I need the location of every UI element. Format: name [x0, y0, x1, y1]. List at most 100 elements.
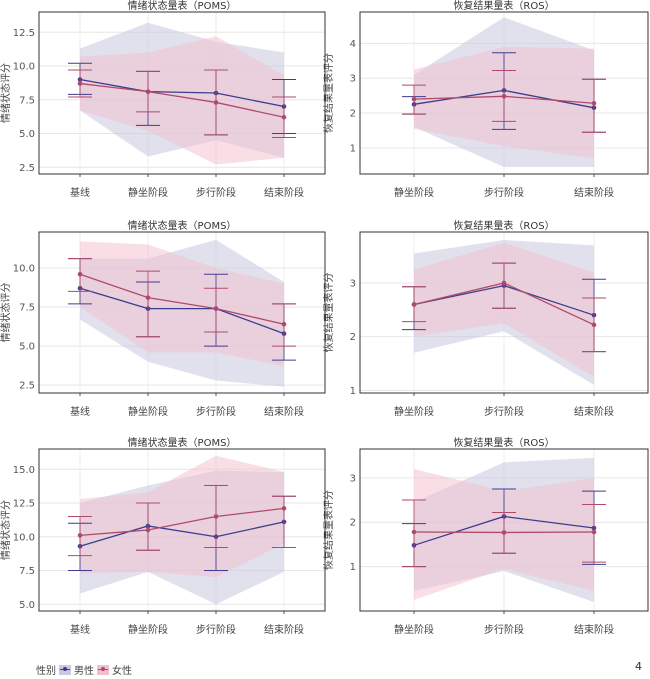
- point-female: [281, 506, 287, 511]
- y-tick-label: 2.5: [19, 381, 35, 392]
- y-tick-label: 15.0: [13, 465, 35, 476]
- series-line-male: [79, 287, 285, 335]
- legend-label-female: 女性: [112, 666, 132, 677]
- plot-area: [402, 240, 606, 385]
- x-tick-label: 步行阶段: [196, 623, 236, 636]
- point-female: [213, 100, 219, 105]
- axes-frame: [38, 11, 326, 175]
- panel-5: 情绪状态量表（POMS） 5.0 7.5 10.0 12.5 15.0 基线 静坐阶段 步行阶段…: [0, 436, 326, 636]
- x-tick-label: 步行阶段: [484, 186, 524, 199]
- y-tick-label: 5.0: [19, 129, 35, 140]
- y-axis-label: 情绪状态评分: [0, 63, 12, 123]
- plot-area: [402, 457, 606, 603]
- y-axis-label: 恢复结果量表评分: [322, 53, 335, 133]
- legend-title: 性别: [36, 666, 56, 677]
- x-tick-label: 结束阶段: [574, 186, 614, 199]
- y-tick-label: 12.5: [13, 28, 35, 39]
- axes-frame: [359, 11, 649, 175]
- y-tick-label: 1: [350, 143, 356, 154]
- x-tick-label: 静坐阶段: [394, 405, 434, 418]
- y-tick-label: 2: [350, 109, 356, 120]
- point-female: [281, 115, 287, 120]
- point-female: [77, 81, 83, 86]
- axes-frame: [359, 231, 649, 394]
- band-female: [80, 455, 284, 578]
- x-tick-label: 基线: [70, 186, 90, 199]
- y-axis-label: 情绪状态评分: [0, 500, 12, 560]
- point-female: [145, 89, 151, 94]
- x-tick-label: 结束阶段: [264, 623, 304, 636]
- series-line-female: [79, 82, 285, 118]
- y-tick-label: 3: [350, 74, 356, 85]
- axes-frame: [38, 231, 326, 394]
- x-tick-label: 步行阶段: [484, 623, 524, 636]
- x-tick-label: 静坐阶段: [394, 623, 434, 636]
- y-tick-label: 7.5: [19, 95, 35, 106]
- y-axis-label: 恢复结果量表评分: [322, 490, 335, 570]
- y-tick-label: 7.5: [19, 303, 35, 314]
- y-tick-label: 3: [350, 278, 356, 289]
- band-female: [414, 242, 594, 377]
- panel-1: 情绪状态量表（POMS） 2.5 5.0 7.5 10.0 12.5 基线 静坐阶段 步行阶段 结…: [0, 0, 326, 199]
- y-tick-label: 10.0: [13, 263, 35, 274]
- plot-area: [68, 22, 296, 165]
- point-female: [77, 271, 83, 277]
- point-female: [145, 527, 151, 533]
- x-tick-label: 静坐阶段: [128, 186, 168, 199]
- point-female: [145, 295, 151, 300]
- x-tick-label: 结束阶段: [574, 405, 614, 418]
- y-tick-label: 10.0: [13, 62, 35, 73]
- y-tick-label: 5.0: [19, 600, 35, 611]
- panel-2: 恢复结果量表（ROS） 1 2 3 4 静坐阶段 步行阶段 结束阶段 恢复结果量表评分: [322, 0, 649, 199]
- point-female: [77, 533, 83, 538]
- band-female: [80, 36, 284, 165]
- point-female: [501, 530, 507, 535]
- point-female: [501, 94, 507, 99]
- x-tick-label: 结束阶段: [574, 623, 614, 636]
- panel-title: 恢复结果量表（ROS）: [453, 436, 554, 449]
- point-female: [591, 100, 597, 106]
- y-tick-label: 5.0: [19, 342, 35, 353]
- panel-4: 恢复结果量表（ROS） 1 2 3 静坐阶段 步行阶段 结束阶段 恢复结果量表评分: [322, 219, 649, 418]
- page-number: 4: [635, 660, 642, 673]
- panel-3: 情绪状态量表（POMS） 2.5 5.0 7.5 10.0 基线 静坐阶段 步行阶段 结束阶段 情…: [0, 219, 326, 418]
- plot-area: [402, 17, 606, 168]
- y-tick-label: 7.5: [19, 566, 35, 577]
- legend-swatch-male: [59, 664, 71, 675]
- point-female: [501, 280, 507, 286]
- y-tick-label: 1: [350, 562, 356, 573]
- panel-title: 情绪状态量表（POMS）: [128, 0, 237, 12]
- legend: 性别 男性 女性: [36, 662, 132, 677]
- panel-title: 情绪状态量表（POMS）: [128, 219, 237, 232]
- x-tick-label: 步行阶段: [196, 405, 236, 418]
- panel-6: 恢复结果量表（ROS） 1 2 3 静坐阶段 步行阶段 结束阶段 恢复结果量表评分: [322, 436, 649, 636]
- y-axis-label: 恢复结果量表评分: [322, 273, 335, 353]
- plot-area: [68, 455, 296, 605]
- x-tick-label: 静坐阶段: [394, 186, 434, 199]
- point-female: [213, 514, 219, 519]
- y-tick-label: 2: [350, 332, 356, 343]
- y-tick-label: 12.5: [13, 499, 35, 510]
- x-tick-label: 步行阶段: [196, 186, 236, 199]
- y-tick-label: 2: [350, 518, 356, 529]
- point-female: [411, 302, 417, 307]
- point-female: [411, 96, 417, 102]
- series-line-male: [79, 78, 285, 108]
- panel-title: 情绪状态量表（POMS）: [128, 436, 237, 449]
- point-female: [591, 529, 597, 535]
- point-female: [591, 322, 597, 328]
- y-tick-label: 10.0: [13, 532, 35, 543]
- plot-area: [68, 239, 296, 387]
- point-female: [411, 529, 417, 535]
- x-tick-label: 基线: [70, 623, 90, 636]
- series-line-female: [79, 507, 285, 537]
- y-tick-label: 1: [350, 386, 356, 397]
- legend-label-male: 男性: [74, 666, 94, 677]
- x-tick-label: 结束阶段: [264, 186, 304, 199]
- axes-frame: [38, 448, 326, 612]
- x-tick-label: 结束阶段: [264, 405, 304, 418]
- y-axis-label: 情绪状态评分: [0, 283, 12, 343]
- panel-title: 恢复结果量表（ROS）: [453, 219, 554, 232]
- x-tick-label: 静坐阶段: [128, 623, 168, 636]
